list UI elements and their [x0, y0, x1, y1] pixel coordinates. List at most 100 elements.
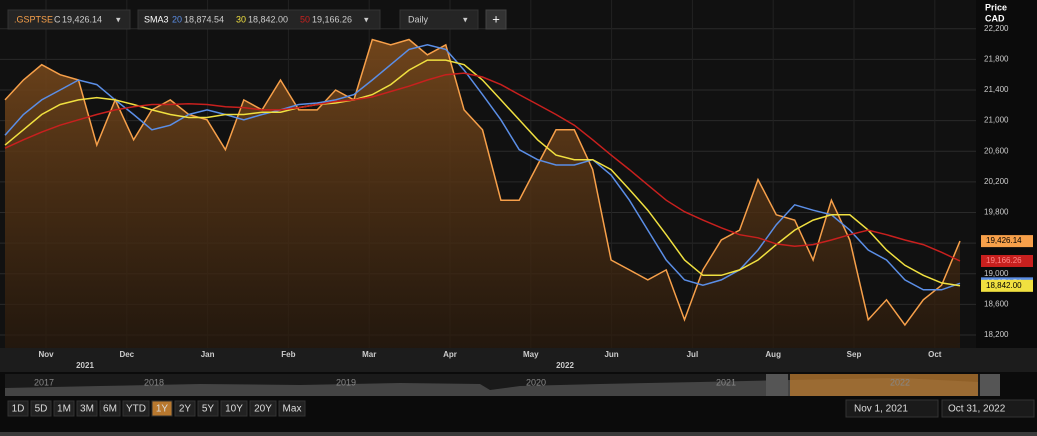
- navigator-year: 2018: [144, 377, 164, 387]
- series-line: [4, 38, 961, 327]
- series-line: [4, 59, 961, 287]
- y-tick-label: 21,000: [984, 116, 1009, 125]
- x-tick-label: Jul: [687, 350, 699, 359]
- x-tick-label: Sep: [847, 350, 862, 359]
- navigator-year: 2022: [890, 377, 910, 387]
- last-value-label: 19,426.14: [986, 236, 1022, 245]
- legend: 20 18,874.54 30 18,842.00 50 19,166.26: [172, 14, 352, 24]
- range-button-label: 20Y: [254, 404, 272, 415]
- range-button[interactable]: [30, 400, 52, 417]
- range-button[interactable]: [7, 400, 29, 417]
- study-box[interactable]: [137, 9, 381, 30]
- x-tick-label: Oct: [928, 350, 942, 359]
- range-button-label: 1M: [57, 404, 71, 415]
- y-tick-label: 18,600: [984, 299, 1009, 308]
- bottom-bar: [0, 432, 1037, 436]
- dropdown: ▾: [116, 14, 121, 24]
- range-button[interactable]: [197, 400, 219, 417]
- dropdown: ▾: [463, 14, 468, 24]
- add-label: +: [492, 11, 500, 26]
- legend-name: 50: [300, 14, 310, 24]
- navigator-handle[interactable]: [766, 374, 788, 396]
- price: 19,426.14: [62, 14, 102, 24]
- interval-box[interactable]: [399, 9, 479, 30]
- last-value-tag: [981, 255, 1033, 268]
- x-year-label: 2022: [556, 361, 574, 370]
- series-line: [4, 72, 961, 262]
- last-value-label: 18,842.00: [986, 281, 1022, 290]
- x-tick-label: Feb: [281, 350, 295, 359]
- legend-name: 20: [172, 14, 182, 24]
- x-axis-strip: [0, 348, 1037, 372]
- legend-value: 18,874.54: [184, 14, 224, 24]
- x-tick-label: Jan: [201, 350, 215, 359]
- range-button-label: 10Y: [225, 404, 243, 415]
- range-button[interactable]: [53, 400, 75, 417]
- range-button-label: 3M: [80, 404, 94, 415]
- range-buttons: 1D 5D 1M 3M 6M YTD 1Y 2Y 5Y 10Y 20Y Max: [7, 400, 306, 417]
- last-value-label: 19,166.26: [986, 256, 1022, 265]
- navigator-year: 2019: [336, 377, 356, 387]
- x-tick-label: Jun: [604, 350, 618, 359]
- navigator-years: 2017 2018 2019 2020 2021 2022: [34, 377, 910, 387]
- range-button-label: Max: [283, 404, 302, 415]
- range-button-label: 5D: [35, 404, 48, 415]
- y-tick-label: 20,200: [984, 177, 1009, 186]
- x-tick-label: May: [523, 350, 539, 359]
- price-area: [5, 39, 960, 348]
- range-button[interactable]: [278, 400, 306, 417]
- x-tick-label: Aug: [765, 350, 781, 359]
- price-code: C: [54, 14, 61, 24]
- y-tick-label: 22,200: [984, 24, 1009, 33]
- y-axis-title: CAD: [985, 13, 1005, 23]
- symbol-box[interactable]: [7, 9, 131, 30]
- legend-name: 30: [236, 14, 246, 24]
- to-date: Oct 31, 2022: [948, 404, 1006, 415]
- navigator-year: 2020: [526, 377, 546, 387]
- from-date: Nov 1, 2021: [854, 404, 908, 415]
- y-tick-label: 19,800: [984, 208, 1009, 217]
- y-tick-label: 21,400: [984, 85, 1009, 94]
- to-date-box[interactable]: [941, 399, 1035, 418]
- range-button[interactable]: [174, 400, 196, 417]
- interval: Daily: [408, 14, 429, 24]
- range-button[interactable]: [249, 400, 277, 417]
- range-button[interactable]: [220, 400, 248, 417]
- navigator-year: 2021: [716, 377, 736, 387]
- x-tick-label: Apr: [443, 350, 457, 359]
- range-button[interactable]: [76, 400, 98, 417]
- range-button[interactable]: [151, 400, 173, 417]
- navigator-year: 2017: [34, 377, 54, 387]
- legend-value: 18,842.00: [248, 14, 288, 24]
- symbol: .GSPTSE: [14, 14, 53, 24]
- range-button[interactable]: [99, 400, 121, 417]
- navigator-handle[interactable]: [980, 374, 1000, 396]
- dropdown: ▾: [364, 14, 369, 24]
- x-tick-label: Dec: [119, 350, 134, 359]
- series-line: [4, 44, 961, 291]
- navigator-selection[interactable]: [790, 374, 978, 396]
- y-axis-title: Price: [985, 2, 1007, 12]
- x-tick-label: Mar: [362, 350, 376, 359]
- range-button-label: 1D: [12, 404, 25, 415]
- add-button[interactable]: [485, 9, 507, 30]
- range-button[interactable]: [122, 400, 150, 417]
- range-button-label: YTD: [126, 404, 146, 415]
- x-year-label: 2021: [76, 361, 94, 370]
- x-tick-label: Nov: [38, 350, 54, 359]
- y-tick-label: 21,800: [984, 54, 1009, 63]
- from-date-box[interactable]: [845, 399, 939, 418]
- last-value-tag: [981, 235, 1033, 248]
- navigator-area: [5, 378, 978, 396]
- range-button-label: 2Y: [179, 404, 192, 415]
- last-value-tag: [981, 279, 1033, 292]
- y-tick-label: 20,600: [984, 146, 1009, 155]
- y-tick-label: 19,000: [984, 269, 1009, 278]
- range-button-label: 5Y: [202, 404, 215, 415]
- range-button-label: 1Y: [156, 404, 169, 415]
- legend-value: 19,166.26: [312, 14, 352, 24]
- y-tick-label: 18,200: [984, 330, 1009, 339]
- study: SMA3: [144, 14, 169, 24]
- plot: [0, 0, 976, 348]
